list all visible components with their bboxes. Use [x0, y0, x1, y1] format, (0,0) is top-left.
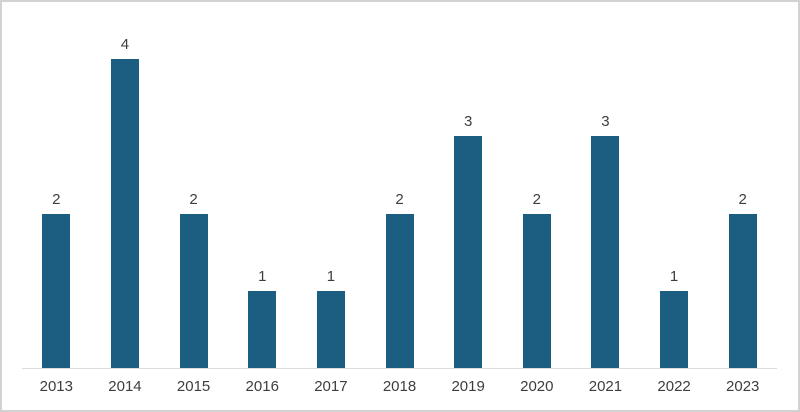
bar-group: 2: [22, 191, 91, 369]
bar: [385, 214, 414, 369]
bar: [454, 136, 483, 369]
bar-group: 2: [502, 191, 571, 369]
bar-group: 4: [91, 36, 160, 369]
bar-group: 1: [297, 268, 366, 369]
x-tick-label: 2014: [108, 378, 142, 395]
x-tick-label: 2019: [451, 378, 485, 395]
bar-value-label: 1: [258, 268, 267, 285]
bar-value-label: 2: [189, 191, 198, 208]
bar: [179, 214, 208, 369]
bar-group: 1: [228, 268, 297, 369]
x-tick-label: 2015: [176, 378, 211, 395]
bar: [110, 59, 139, 369]
bar-value-label: 2: [532, 191, 541, 208]
bar: [728, 214, 757, 369]
bar-group: 3: [434, 113, 503, 369]
x-tick-label: 2022: [657, 378, 691, 395]
bar-group: 2: [365, 191, 434, 369]
bar-value-label: 3: [463, 113, 473, 130]
bar-group: 3: [571, 113, 640, 369]
bar-value-label: 2: [52, 191, 61, 208]
x-axis-line: [22, 368, 777, 369]
bars-area: 2 4 2 1 1 2 3 2 3 1 2: [22, 2, 777, 369]
bar-group: 2: [159, 191, 228, 369]
x-tick-label: 2020: [520, 378, 554, 395]
bar: [591, 136, 620, 369]
x-axis-tick-labels: 2013 2014 2015 2016 2017 2018 2019 2020 2021 2022…: [22, 369, 777, 410]
bar-group: 1: [640, 268, 709, 369]
bar-value-label: 1: [669, 268, 679, 285]
bar: [248, 291, 277, 369]
bar-value-label: 1: [326, 268, 336, 285]
x-tick-label: 2021: [588, 378, 623, 395]
bar-value-label: 2: [395, 191, 404, 208]
bar: [316, 291, 345, 369]
x-tick-label: 2018: [382, 378, 417, 395]
bar-value-label: 3: [601, 113, 610, 130]
bar-value-label: 4: [120, 36, 130, 53]
x-tick-label: 2017: [314, 378, 348, 395]
bar-value-label: 2: [738, 191, 747, 208]
bar: [660, 291, 689, 369]
x-tick-label: 2013: [39, 378, 73, 395]
bar-group: 2: [708, 191, 777, 369]
bar: [42, 214, 71, 369]
x-tick-label: 2016: [245, 378, 279, 395]
bar: [522, 214, 551, 369]
x-tick-label: 2023: [726, 378, 760, 395]
